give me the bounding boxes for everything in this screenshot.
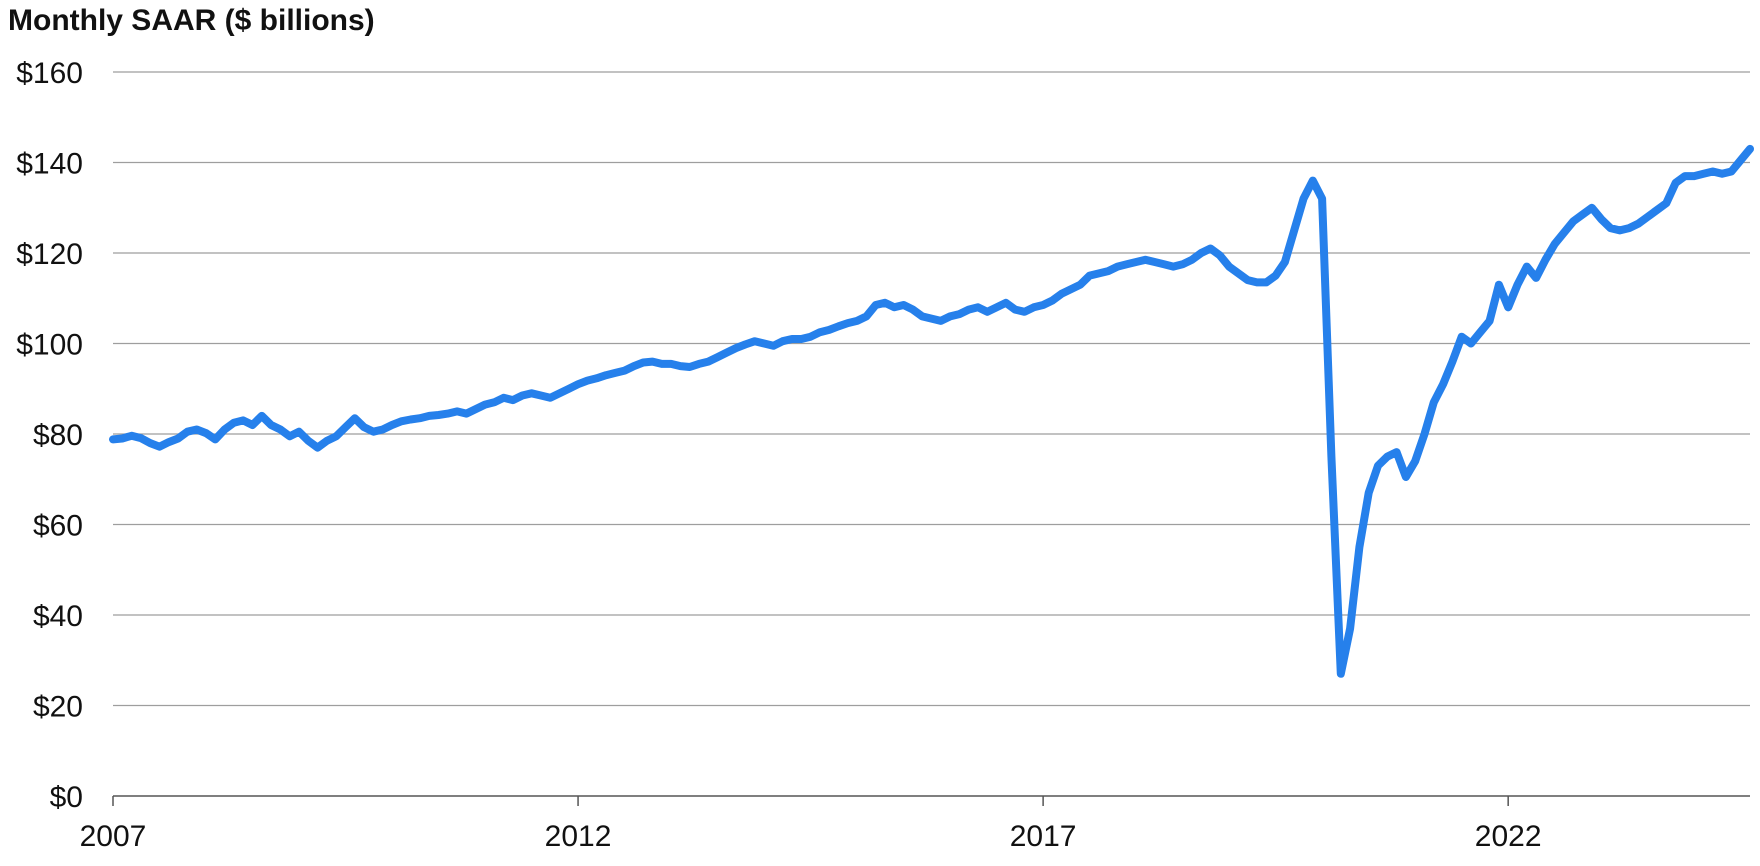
y-tick-labels: $0 $20 $40 $60 $80 $100 $120 $140 $160 bbox=[16, 57, 83, 814]
x-tick-labels: 2007 2012 2017 2022 bbox=[80, 820, 1542, 853]
y-tick-label: $0 bbox=[50, 781, 83, 814]
x-tick-label: 2017 bbox=[1010, 820, 1077, 853]
y-tick-label: $100 bbox=[16, 329, 83, 362]
y-tick-label: $80 bbox=[33, 419, 83, 452]
y-tick-label: $120 bbox=[16, 238, 83, 271]
y-tick-label: $160 bbox=[16, 57, 83, 90]
y-tick-label: $20 bbox=[33, 691, 83, 724]
y-tick-label: $140 bbox=[16, 148, 83, 181]
x-tick-label: 2012 bbox=[545, 820, 612, 853]
y-tick-label: $60 bbox=[33, 510, 83, 543]
y-tick-label: $40 bbox=[33, 600, 83, 633]
x-tick-label: 2022 bbox=[1475, 820, 1542, 853]
gridlines bbox=[113, 71, 1750, 707]
chart-title: Monthly SAAR ($ billions) bbox=[8, 4, 375, 37]
series-layer bbox=[109, 144, 1754, 678]
x-tick-label: 2007 bbox=[80, 820, 147, 853]
axes bbox=[112, 795, 1750, 806]
series-line bbox=[109, 144, 1754, 678]
